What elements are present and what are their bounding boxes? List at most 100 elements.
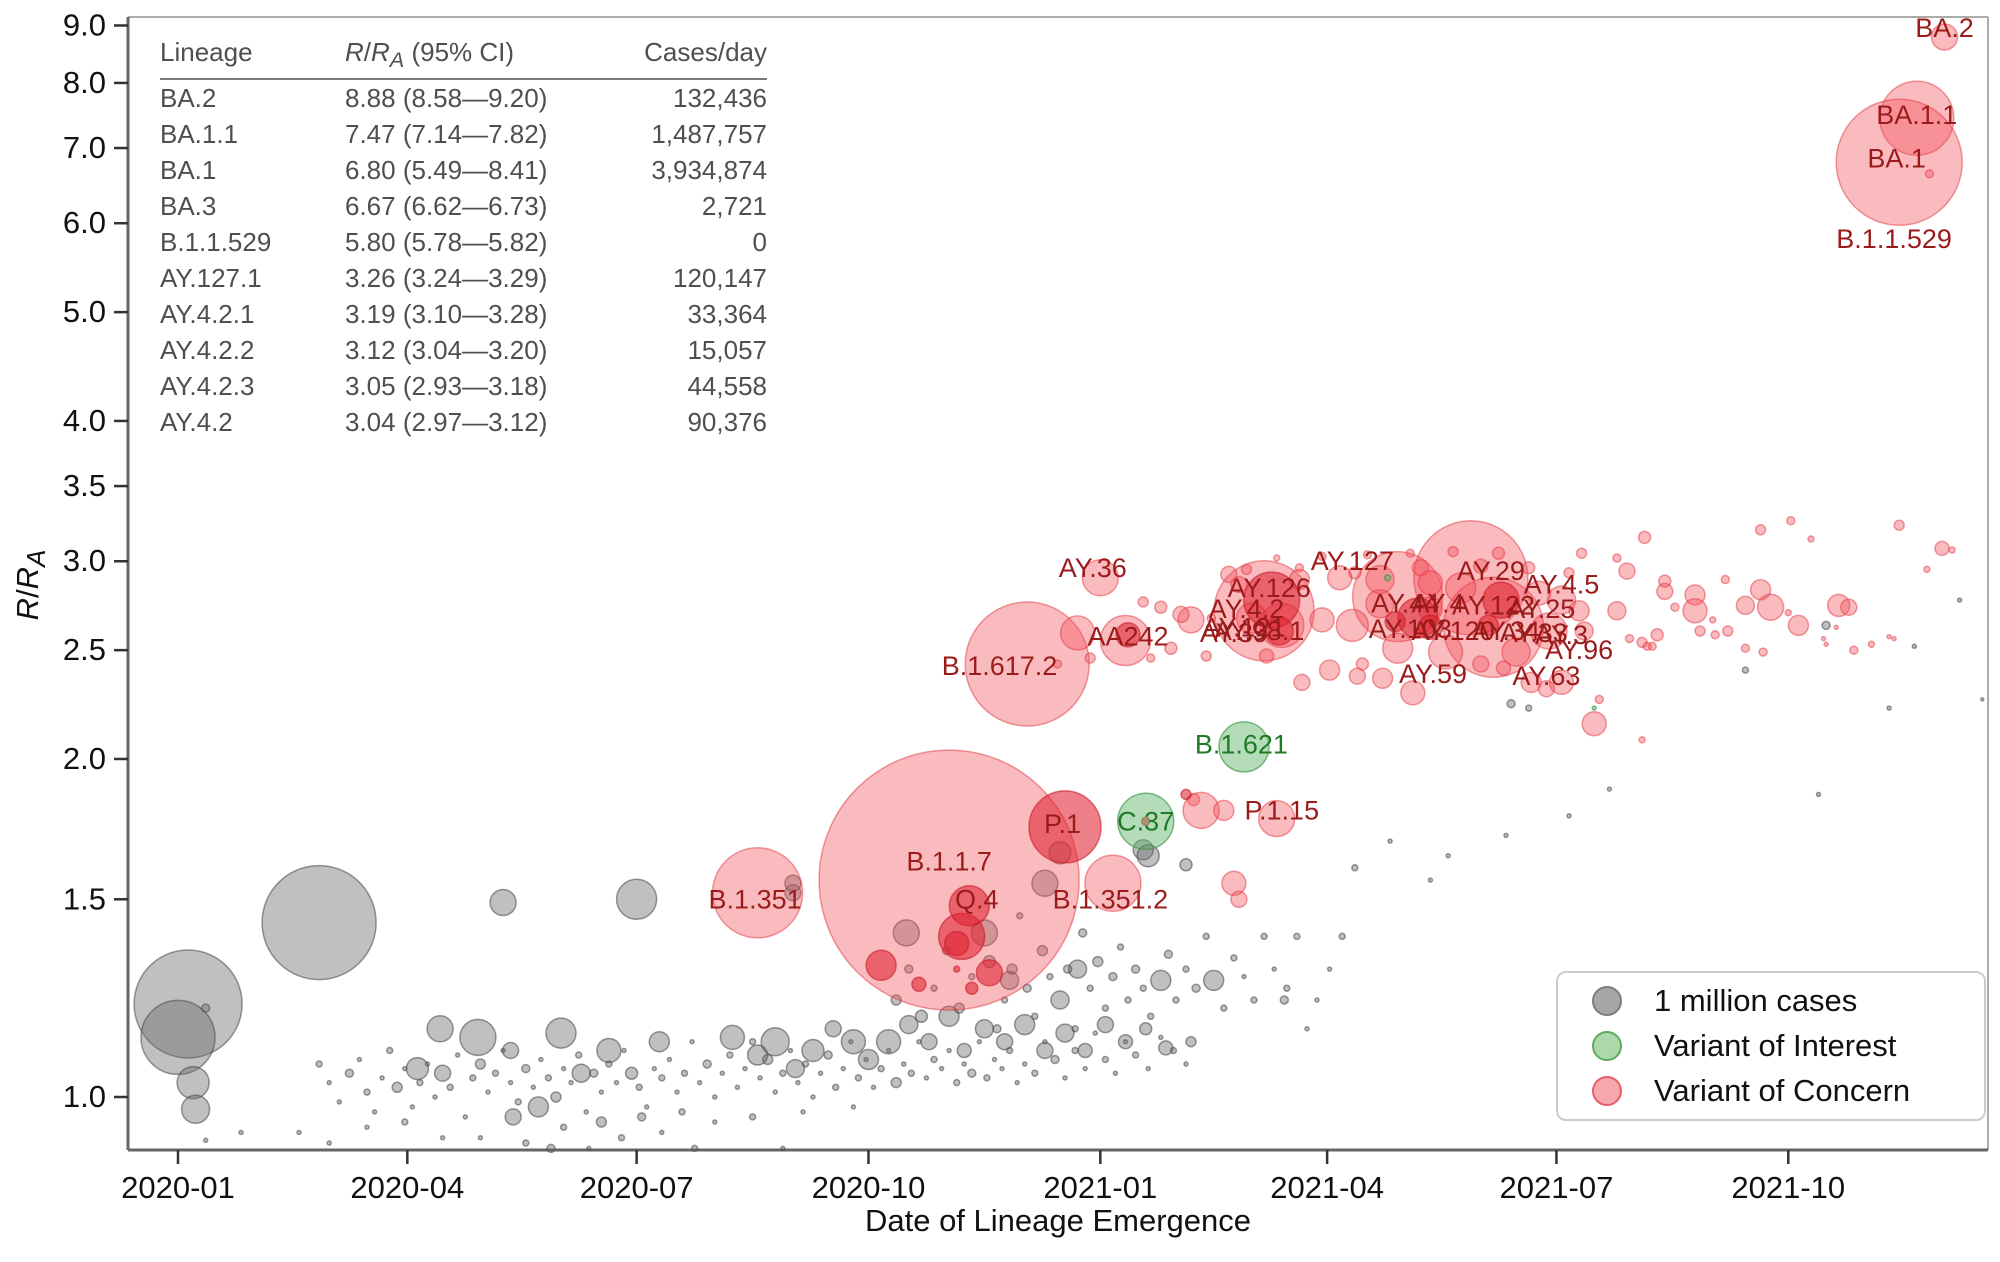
bubble-gray — [854, 1074, 863, 1082]
bubble-dark_red — [1384, 610, 1406, 633]
rra-ci-value: 3.26 (3.24—3.29) — [345, 263, 548, 294]
bubble-dark_red — [911, 976, 927, 993]
bubble-gray — [1146, 1012, 1155, 1021]
bubble-red — [1362, 550, 1373, 560]
bubble-red — [1642, 641, 1652, 652]
bubble-gray — [1191, 983, 1201, 993]
bubble-gray — [1202, 932, 1210, 941]
bubble-gray — [784, 874, 802, 893]
bubble-gray — [787, 1047, 794, 1054]
table-header-cell: Cases/day — [644, 37, 767, 67]
bubble-gray — [433, 1064, 452, 1082]
bubble-gray — [1122, 1038, 1129, 1045]
cases-per-day: 3,934,874 — [651, 155, 767, 186]
bubble-gray — [1031, 869, 1059, 898]
bubble-dark_red — [952, 965, 961, 973]
bubble-red — [1650, 628, 1664, 642]
bubble-red — [1891, 635, 1897, 642]
bubble-gray — [586, 1145, 592, 1152]
bubble-red — [1840, 598, 1858, 616]
bubble-gray — [489, 888, 517, 917]
bubble-gray — [598, 1089, 605, 1095]
bubble-gray — [521, 1063, 531, 1074]
bubble-gray — [643, 1104, 650, 1110]
cases-per-day: 132,436 — [673, 83, 767, 114]
bubble-gray — [901, 1061, 907, 1067]
bubble-gray — [890, 1076, 902, 1089]
bubble-gray — [1050, 990, 1070, 1010]
bubble-gray — [1387, 838, 1393, 844]
bubble-red — [1335, 608, 1370, 643]
bubble-gray — [999, 1065, 1005, 1072]
bubble-gray — [795, 1079, 801, 1086]
bubble-red — [1575, 547, 1588, 559]
lineage-label: AY.25 — [1507, 594, 1575, 624]
bubble-gray — [1031, 1012, 1039, 1021]
table-header-row: Lineage R/RA (95% CI) Cases/day — [160, 34, 767, 81]
bubble-gray — [1220, 1004, 1228, 1012]
bubble-red — [1220, 565, 1238, 584]
lineage-label: B.1.351.2 — [1053, 884, 1169, 914]
bubble-gray — [1071, 1046, 1079, 1055]
bubble-gray — [1956, 597, 1963, 603]
bubble-gray — [1036, 1041, 1054, 1060]
bubble-dark_red — [1477, 614, 1500, 637]
bubble-gray — [1158, 1034, 1164, 1041]
bubble-red — [1833, 624, 1839, 631]
bubble-red — [1427, 634, 1464, 670]
bubble-gray — [624, 1066, 639, 1080]
lineage-name: AY.4.2.2 — [160, 335, 255, 366]
bubble-gray — [1046, 972, 1054, 981]
bubble-gray — [1050, 1054, 1060, 1065]
bubble-red — [1710, 630, 1720, 640]
bubble-red — [1530, 612, 1568, 650]
bubble-red — [1365, 564, 1395, 595]
lineage-name: AY.4.2 — [160, 407, 233, 438]
bubble-gray — [907, 1069, 916, 1077]
bubble-gray — [504, 1108, 522, 1126]
bubble-red — [1472, 655, 1490, 673]
bubble-gray — [863, 1056, 869, 1063]
bubble-gray — [956, 1042, 972, 1059]
bubble-gray — [1241, 973, 1247, 980]
lineage-label: P.1 — [1044, 809, 1081, 839]
rra-ci-value: 6.80 (5.49—8.41) — [345, 155, 548, 186]
table-row: BA.1.1 7.47 (7.14—7.82) 1,487,757 — [160, 116, 767, 152]
bubble-red — [1326, 565, 1353, 591]
bubble-red — [1164, 641, 1178, 655]
bubble-gray — [748, 1037, 757, 1046]
x-tick-label: 2020-04 — [350, 1170, 464, 1205]
bubble-gray — [589, 1068, 599, 1078]
cases-per-day: 0 — [752, 227, 767, 258]
bubble-red — [1381, 632, 1414, 664]
bubble-red — [1624, 633, 1635, 644]
bubble-gray — [538, 1056, 544, 1063]
bubble-red — [1563, 567, 1575, 579]
bubble-gray — [877, 1064, 885, 1073]
bubble-red — [1807, 535, 1815, 543]
bubble-red — [1177, 606, 1205, 634]
y-tick-label: 3.0 — [63, 543, 106, 578]
bubble-gray — [474, 1058, 487, 1070]
bubble-gray — [904, 964, 914, 974]
lineage-label: AY.122 — [1452, 590, 1535, 620]
bubble-gray — [1077, 928, 1088, 938]
y-tick-label: 6.0 — [63, 205, 106, 240]
bubble-gray — [848, 1038, 854, 1045]
bubble-gray — [1314, 997, 1320, 1003]
bubble-gray — [1351, 864, 1359, 872]
bubble-red — [1221, 870, 1247, 897]
bubble-gray — [477, 1134, 484, 1141]
bubble-red — [1495, 660, 1512, 676]
lineage-label: AY.63 — [1512, 661, 1580, 691]
lineage-name: BA.2 — [160, 83, 217, 114]
bubble-gray — [1062, 1075, 1068, 1081]
table-header-cell: R/RA (95% CI) — [345, 37, 515, 73]
bubble-gray — [952, 1078, 961, 1087]
bubble-gray — [1130, 964, 1141, 974]
bubble-red — [1758, 647, 1768, 657]
bubble-gray — [1101, 1004, 1110, 1012]
bubble-red — [1521, 561, 1536, 575]
table-header-cell: Lineage — [160, 37, 253, 67]
cases-per-day: 2,721 — [701, 191, 767, 222]
